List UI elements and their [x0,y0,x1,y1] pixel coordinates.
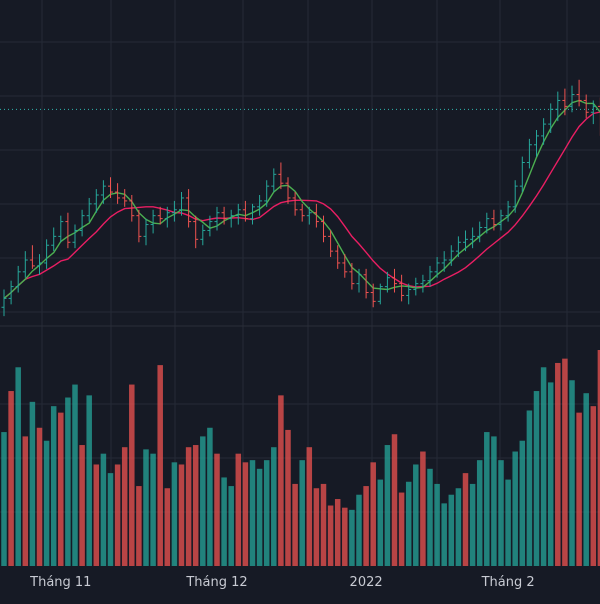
volume-bar [292,484,298,566]
volume-bar [449,495,455,566]
volume-bar [583,393,589,566]
volume-bar [541,367,547,566]
volume-bar [37,428,43,566]
volume-bar [51,406,57,566]
volume-bar [157,365,163,566]
volume-bar [221,477,227,566]
volume-bar [207,428,213,566]
volume-bar [342,508,348,566]
volume-bar [441,503,447,566]
volume-bar [349,510,355,566]
volume-bar [271,447,277,566]
volume-bar [264,460,270,566]
volume-bar [143,449,149,566]
time-axis-label: Tháng 2 [481,575,535,590]
volume-bar [23,436,29,566]
volume-bar [193,445,199,566]
volume-bar [44,441,50,566]
volume-bar [122,447,128,566]
volume-bar [243,462,249,566]
volume-bar [512,452,518,566]
volume-bar [392,434,398,566]
volume-bar [569,380,575,566]
volume-bar [278,395,284,566]
volume-bar [30,402,36,566]
volume-bar [321,484,327,566]
volume-bar [15,367,21,566]
volume-bar [94,464,100,566]
volume-bar [299,460,305,566]
volume-bar [200,436,206,566]
volume-bar [108,473,114,566]
volume-bar [72,385,78,566]
volume-bar [498,460,504,566]
time-axis-label: 2022 [350,575,383,590]
volume-bar [79,445,85,566]
volume-bar [129,385,135,566]
volume-bar [307,447,313,566]
volume-bar [477,460,483,566]
volume-bar [463,473,469,566]
volume-bar [179,464,185,566]
volume-bar [406,482,412,566]
volume-bar [370,462,376,566]
volume-bar [576,413,582,566]
volume-bar [214,454,220,566]
volume-bar [150,454,156,566]
volume-bar [534,391,540,566]
volume-bar [505,480,511,566]
volume-bar [86,395,92,566]
volume-bar [562,359,568,566]
volume-bar [186,447,192,566]
volume-bar [363,486,369,566]
volume-bar [470,484,476,566]
volume-bar [236,454,242,566]
volume-bar [285,430,291,566]
volume-bar [520,441,526,566]
volume-bar [1,432,7,566]
volume-bar [527,410,533,566]
volume-bar [378,480,384,566]
volume-bar [491,436,497,566]
volume-bar [413,464,419,566]
volume-bar [65,398,71,566]
volume-bar [434,484,440,566]
time-axis-label: Tháng 11 [29,575,91,590]
volume-bar [399,493,405,566]
volume-bar [420,452,426,566]
volume-bar [165,488,171,566]
volume-bar [115,464,121,566]
volume-bar [555,363,561,566]
volume-bar [314,488,320,566]
volume-bar [484,432,490,566]
volume-bar [172,462,178,566]
volume-bar [548,382,554,566]
volume-bar [591,406,597,566]
volume-bar [101,454,107,566]
volume-bar [8,391,14,566]
time-axis-label: Tháng 12 [185,575,247,590]
volume-bar [257,469,263,566]
volume-bar [136,486,142,566]
volume-bar [427,469,433,566]
volume-bar [356,495,362,566]
volume-bar [58,413,64,566]
volume-bar [228,486,234,566]
volume-bar [250,460,256,566]
volume-bar [456,488,462,566]
volume-bar [385,445,391,566]
volume-bar [328,506,334,566]
volume-bar [335,499,341,566]
